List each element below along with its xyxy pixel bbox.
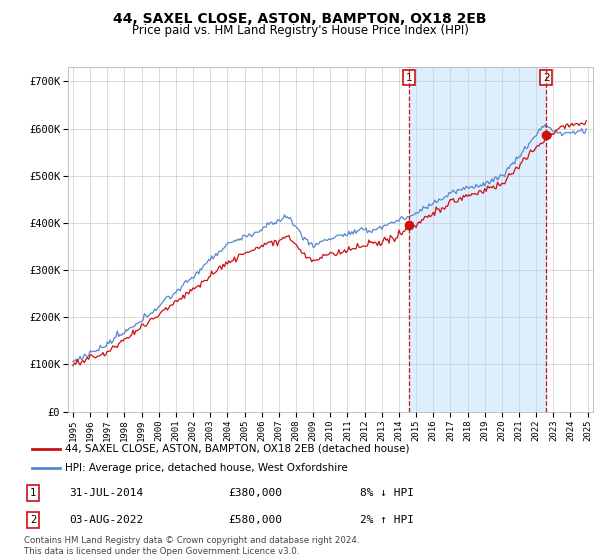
Text: 1: 1 (406, 73, 412, 82)
Text: 44, SAXEL CLOSE, ASTON, BAMPTON, OX18 2EB: 44, SAXEL CLOSE, ASTON, BAMPTON, OX18 2E… (113, 12, 487, 26)
Text: 03-AUG-2022: 03-AUG-2022 (69, 515, 143, 525)
Text: 1: 1 (30, 488, 36, 498)
Bar (409, 67, 546, 412)
Text: 2: 2 (543, 73, 550, 82)
Text: 2: 2 (30, 515, 36, 525)
Text: £380,000: £380,000 (228, 488, 282, 498)
Text: 44, SAXEL CLOSE, ASTON, BAMPTON, OX18 2EB (detached house): 44, SAXEL CLOSE, ASTON, BAMPTON, OX18 2E… (65, 444, 410, 454)
Text: £580,000: £580,000 (228, 515, 282, 525)
Text: Contains HM Land Registry data © Crown copyright and database right 2024.
This d: Contains HM Land Registry data © Crown c… (24, 536, 359, 556)
Text: Price paid vs. HM Land Registry's House Price Index (HPI): Price paid vs. HM Land Registry's House … (131, 24, 469, 36)
Text: 8% ↓ HPI: 8% ↓ HPI (360, 488, 414, 498)
Text: HPI: Average price, detached house, West Oxfordshire: HPI: Average price, detached house, West… (65, 463, 348, 473)
Text: 31-JUL-2014: 31-JUL-2014 (69, 488, 143, 498)
Text: 2% ↑ HPI: 2% ↑ HPI (360, 515, 414, 525)
